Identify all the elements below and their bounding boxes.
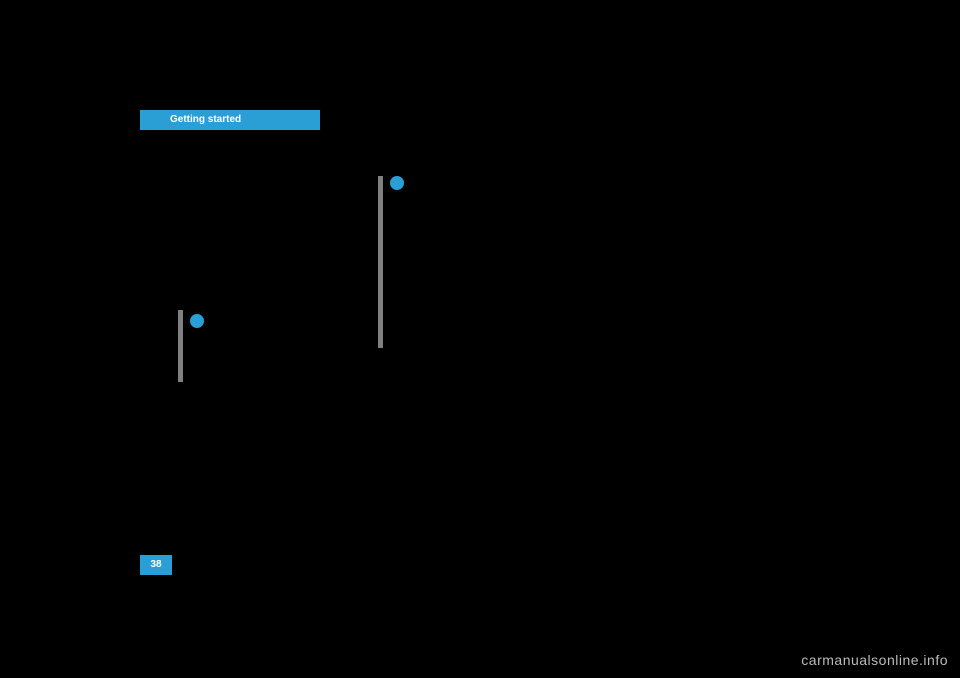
callout-bar-left (178, 310, 183, 382)
callout-dot-left (190, 314, 204, 328)
section-header: Getting started (140, 110, 320, 130)
page-number: 38 (140, 555, 172, 575)
callout-dot-right (390, 176, 404, 190)
watermark-text: carmanualsonline.info (801, 652, 948, 668)
callout-bar-right (378, 176, 383, 348)
document-page (118, 90, 838, 590)
